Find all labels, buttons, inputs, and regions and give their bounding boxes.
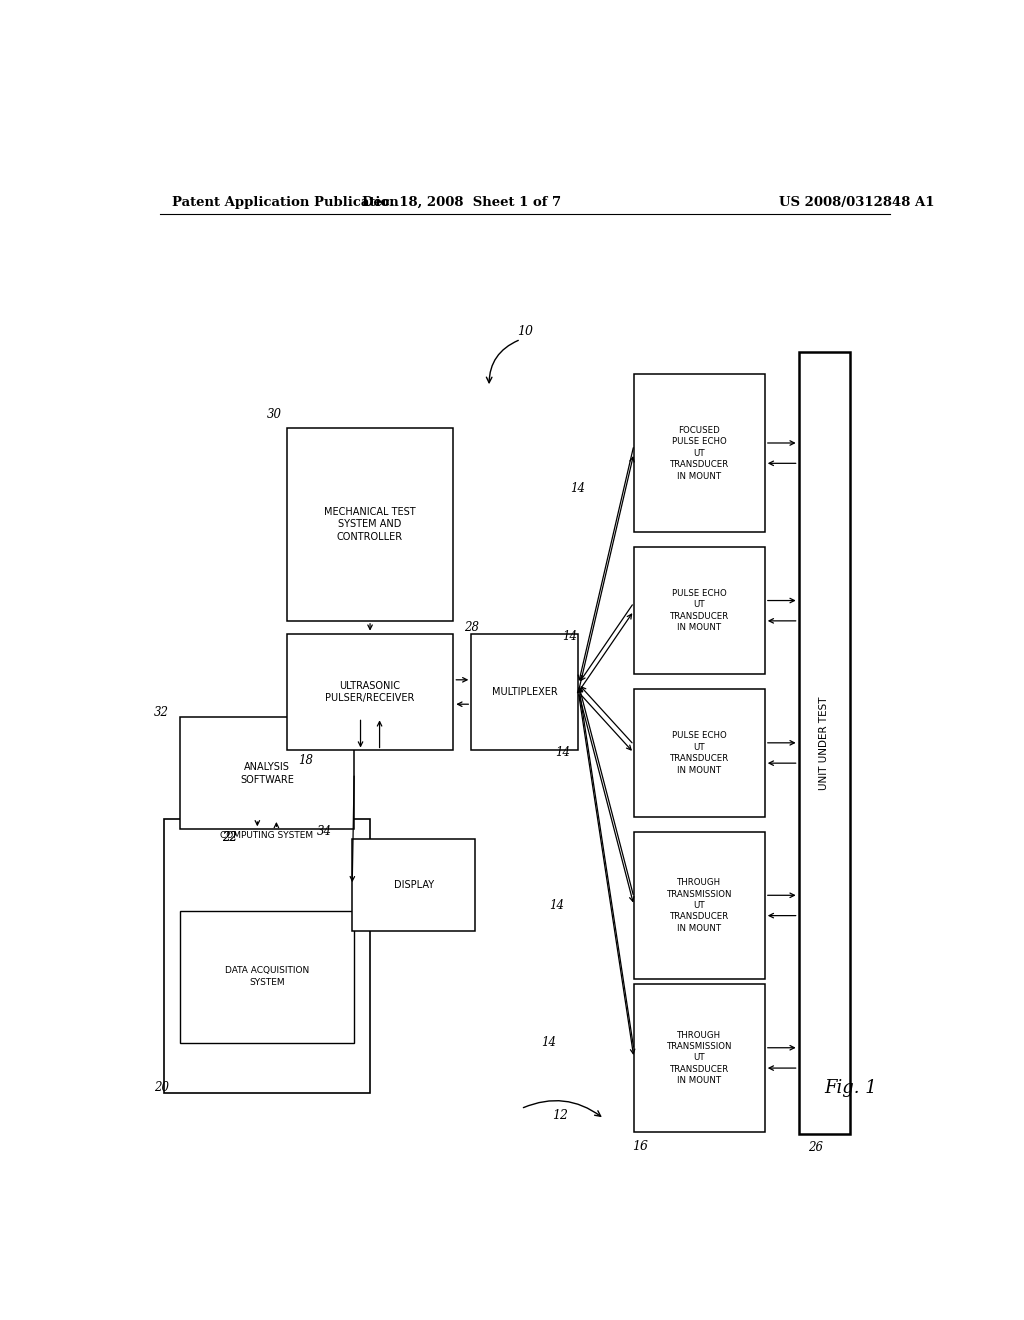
Text: UNIT UNDER TEST: UNIT UNDER TEST [819, 696, 829, 789]
Text: Dec. 18, 2008  Sheet 1 of 7: Dec. 18, 2008 Sheet 1 of 7 [361, 197, 561, 209]
Text: 32: 32 [154, 706, 169, 719]
FancyBboxPatch shape [634, 548, 765, 675]
Text: 12: 12 [553, 1109, 568, 1122]
Text: THROUGH
TRANSMISSION
UT
TRANSDUCER
IN MOUNT: THROUGH TRANSMISSION UT TRANSDUCER IN MO… [667, 878, 732, 933]
FancyBboxPatch shape [179, 718, 354, 829]
Text: MECHANICAL TEST
SYSTEM AND
CONTROLLER: MECHANICAL TEST SYSTEM AND CONTROLLER [325, 507, 416, 543]
FancyBboxPatch shape [352, 840, 475, 931]
FancyBboxPatch shape [799, 351, 850, 1134]
Text: MULTIPLEXER: MULTIPLEXER [492, 686, 558, 697]
Text: US 2008/0312848 A1: US 2008/0312848 A1 [778, 197, 934, 209]
Text: 26: 26 [808, 1140, 822, 1154]
Text: 16: 16 [632, 1140, 648, 1152]
FancyBboxPatch shape [164, 818, 370, 1093]
FancyBboxPatch shape [634, 985, 765, 1131]
Text: 14: 14 [541, 1036, 556, 1049]
FancyBboxPatch shape [287, 634, 454, 751]
FancyBboxPatch shape [471, 634, 579, 751]
Text: Patent Application Publication: Patent Application Publication [172, 197, 398, 209]
FancyBboxPatch shape [287, 428, 454, 620]
Text: THROUGH
TRANSMISSION
UT
TRANSDUCER
IN MOUNT: THROUGH TRANSMISSION UT TRANSDUCER IN MO… [667, 1031, 732, 1085]
Text: PULSE ECHO
UT
TRANSDUCER
IN MOUNT: PULSE ECHO UT TRANSDUCER IN MOUNT [670, 731, 729, 775]
Text: DATA ACQUISITION
SYSTEM: DATA ACQUISITION SYSTEM [224, 966, 309, 987]
Text: 28: 28 [464, 622, 479, 635]
Text: PULSE ECHO
UT
TRANSDUCER
IN MOUNT: PULSE ECHO UT TRANSDUCER IN MOUNT [670, 589, 729, 632]
Text: Fig. 1: Fig. 1 [823, 1080, 877, 1097]
FancyBboxPatch shape [634, 832, 765, 979]
Text: 14: 14 [570, 482, 586, 495]
Text: 14: 14 [555, 747, 570, 759]
Text: 30: 30 [267, 408, 283, 421]
FancyBboxPatch shape [634, 375, 765, 532]
Text: 22: 22 [222, 830, 238, 843]
Text: FOCUSED
PULSE ECHO
UT
TRANSDUCER
IN MOUNT: FOCUSED PULSE ECHO UT TRANSDUCER IN MOUN… [670, 426, 729, 480]
Text: 34: 34 [317, 825, 333, 838]
Text: 18: 18 [298, 754, 313, 767]
FancyBboxPatch shape [634, 689, 765, 817]
Text: 22: 22 [222, 830, 238, 843]
Text: ANALYSIS
SOFTWARE: ANALYSIS SOFTWARE [240, 762, 294, 784]
Text: 10: 10 [517, 325, 532, 338]
Text: 14: 14 [562, 630, 577, 643]
Text: 14: 14 [549, 899, 564, 912]
Text: 20: 20 [154, 1081, 169, 1094]
Text: COMPUTING SYSTEM: COMPUTING SYSTEM [220, 832, 313, 841]
FancyBboxPatch shape [179, 911, 354, 1043]
Text: ULTRASONIC
PULSER/RECEIVER: ULTRASONIC PULSER/RECEIVER [326, 681, 415, 704]
Text: DISPLAY: DISPLAY [393, 880, 434, 890]
